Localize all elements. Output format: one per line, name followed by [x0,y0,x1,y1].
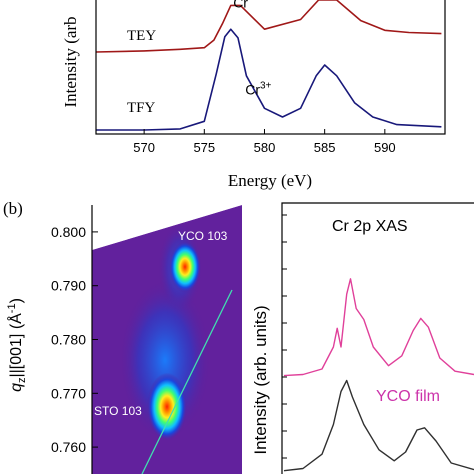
x-tick-label-570: 570 [133,140,155,155]
rsm-map: YCO 103 STO 103 [92,205,242,474]
annotation-0: Cr [233,0,248,11]
rsm-y-label-sup: -1 [6,303,18,313]
x-tick-label-585: 585 [314,140,336,155]
rsm-peak-label-0: YCO 103 [178,229,228,243]
panel-b-xas: Cr 2p XAS Intensity (arb. units) YCO fil… [251,202,474,474]
x-tick-label-590: 590 [374,140,396,155]
annotation-1: Cr3+ [245,80,271,97]
panel-b-xas-y-axis-label: Intensity (arb. units) [251,305,270,454]
series-label-yco-film: YCO film [376,388,440,405]
panel-b-xas-frame [281,202,474,474]
panel-a-x-ticks: 570 575 580 585 590 [133,129,396,155]
rsm-y-axis-label: qz||[001] (Å-1) [6,298,28,392]
x-tick-label-575: 575 [193,140,215,155]
rsm-y-ticks: 0.800 0.790 0.780 0.770 0.760 [51,224,98,455]
panel-b-xas-y-ticks [282,214,287,459]
panel-b-xas-title: Cr 2p XAS [332,218,408,235]
rsm-y-tick-label-0.770: 0.770 [51,385,86,401]
panel-label-b: (b) [3,199,23,218]
rsm-peak-1 [147,372,187,441]
xas-series-line-0 [283,278,474,377]
rsm-y-tick-label-0.790: 0.790 [51,278,86,294]
rsm-y-tick-label-0.760: 0.760 [51,439,86,455]
panel-a-y-axis-label: Intensity (arb [61,16,80,107]
panel-a-annotations: Cr Cr3+ [233,0,271,97]
rsm-y-label-symbol: q [8,383,25,392]
rsm-peak-0 [169,240,201,293]
series-label-tey: TEY [127,28,156,44]
rsm-y-tick-label-0.800: 0.800 [51,224,86,240]
series-label-tfy: TFY [127,100,156,116]
panel-a: 570 575 580 585 590 Energy (eV) Intensity (a… [61,0,446,190]
rsm-tail-glow [120,280,210,440]
series-line-tey [95,0,442,53]
x-tick-label-580: 580 [254,140,276,155]
rsm-y-label-sub: z [16,378,28,384]
panel-a-plot-area [95,0,442,131]
rsm-y-label-end: ) [8,298,25,303]
panel-b-xas-plot-area [283,278,474,472]
rsm-peak-label-1: STO 103 [94,404,142,418]
xas-series-line-1 [283,379,474,472]
rsm-peaks: YCO 103 STO 103 [94,229,228,441]
panel-a-axes-frame [95,0,446,135]
rsm-y-tick-label-0.780: 0.780 [51,332,86,348]
rsm-reference-line [141,289,233,474]
series-line-tfy [96,28,442,131]
panel-a-x-axis-label: Energy (eV) [228,171,312,190]
panel-b-rsm: YCO 103 STO 103 0.800 0.790 0.780 0.770 0.760… [6,205,242,474]
rsm-y-label-rest: ||[001] (Å [6,313,25,378]
